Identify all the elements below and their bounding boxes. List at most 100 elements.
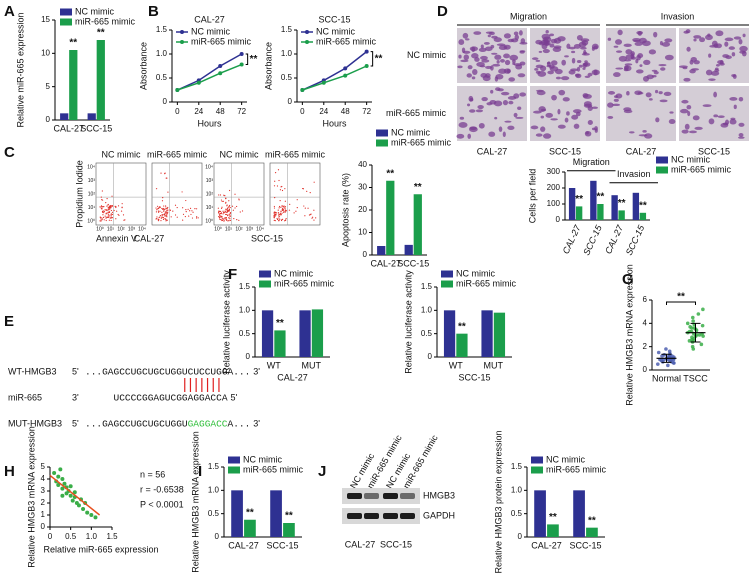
stained-cell (587, 105, 593, 111)
flow-event (106, 198, 108, 200)
flow-tick: 10⁰ (205, 218, 213, 224)
flow-event (108, 206, 110, 208)
flow-event (219, 216, 221, 218)
stained-cell (564, 55, 569, 58)
y-tick-label: 200 (547, 183, 561, 192)
flow-event (102, 211, 104, 213)
flow-event (164, 205, 167, 207)
flow-event (310, 213, 312, 215)
flow-event (288, 209, 291, 211)
y-axis-label: Relative luciferase activity (403, 270, 413, 374)
flow-event (278, 217, 280, 219)
stained-cell (710, 71, 720, 76)
sd-bar (661, 353, 672, 363)
flow-event (308, 214, 311, 216)
legend-label: NC mimic (391, 127, 430, 137)
flow-event (104, 209, 106, 211)
flow-event (285, 210, 287, 212)
stained-cell (741, 50, 747, 57)
stained-cell (498, 45, 508, 51)
x-tick-label: WT (267, 360, 281, 370)
stained-cell (645, 92, 652, 98)
sequence: ...GAGCCUGCUGCUGGUCUCCUGGA... (85, 367, 250, 378)
stained-cell (466, 73, 472, 78)
stained-cell (507, 38, 515, 43)
legend-marker (180, 40, 184, 44)
flow-event (100, 216, 102, 219)
flow-event (166, 214, 168, 216)
legend-swatch (531, 456, 543, 464)
flow-event (219, 215, 221, 217)
flow-event (284, 200, 286, 202)
y-tick-label: 0 (246, 352, 251, 361)
band (383, 513, 398, 519)
stained-cell (624, 59, 632, 62)
flow-event (224, 210, 226, 212)
flow-event (223, 194, 225, 196)
stained-cell (456, 133, 465, 139)
flow-event (222, 213, 224, 215)
flow-tick: 10¹ (107, 226, 115, 232)
series-line (177, 53, 243, 91)
flow-event (277, 169, 280, 171)
stained-cell (519, 50, 525, 54)
x-tick-label: SCC-15 (624, 223, 647, 257)
flow-event (192, 211, 194, 213)
stained-cell (457, 65, 463, 69)
stained-cell (691, 68, 699, 71)
stained-cell (660, 67, 666, 71)
y-axis-label: Relative HMGB3 mRNA expression (624, 264, 634, 406)
point (666, 363, 670, 368)
stained-cell (591, 46, 595, 51)
stained-cell (613, 98, 619, 102)
legend-swatch (228, 456, 240, 464)
stained-cell (629, 131, 635, 134)
stained-cell (467, 133, 472, 139)
stained-cell (504, 59, 511, 66)
stained-cell (580, 46, 587, 50)
flow-event (106, 209, 108, 211)
stained-cell (624, 65, 629, 70)
stained-cell (729, 97, 738, 101)
sequence-name: miR-665 (8, 392, 42, 402)
flow-event (241, 210, 244, 212)
stained-cell (581, 40, 589, 46)
stained-cell (476, 62, 485, 67)
flow-event (155, 188, 158, 190)
flow-event (232, 209, 234, 211)
flow-event (122, 214, 125, 216)
stained-cell (715, 43, 722, 49)
stained-cell (664, 54, 674, 61)
bar (575, 206, 583, 220)
stained-cell (560, 76, 570, 81)
stained-cell (681, 129, 689, 134)
group-label: Invasion (617, 169, 651, 179)
x-tick-label: CAL-27 (531, 540, 562, 550)
bar (493, 312, 506, 357)
y-axis-label: Relative HMGB3 mRNA expression (190, 431, 200, 573)
stained-cell (637, 91, 644, 95)
flow-event (233, 217, 235, 220)
flow-event (225, 218, 227, 221)
sequence: A... (228, 419, 251, 430)
flow-event (190, 213, 192, 216)
flow-title: miR-665 mimic (147, 149, 208, 159)
y-tick-label: 1.5 (239, 282, 251, 291)
stained-cell (587, 72, 593, 77)
stained-cell (591, 106, 598, 109)
flow-event (156, 209, 158, 211)
flow-event (101, 208, 103, 210)
end-label: 5' (72, 366, 79, 376)
x-tick-label: SCC-15 (397, 258, 429, 268)
flow-event (163, 210, 165, 212)
stained-cell (490, 44, 495, 49)
flow-event (108, 209, 110, 211)
panel-label: A (4, 3, 15, 20)
flow-event (162, 207, 164, 210)
stained-cell (663, 91, 672, 97)
stained-cell (742, 33, 746, 38)
point (175, 88, 180, 92)
y-tick-label: 0.5 (239, 329, 251, 338)
bar (568, 188, 576, 220)
stained-cell (664, 38, 673, 43)
